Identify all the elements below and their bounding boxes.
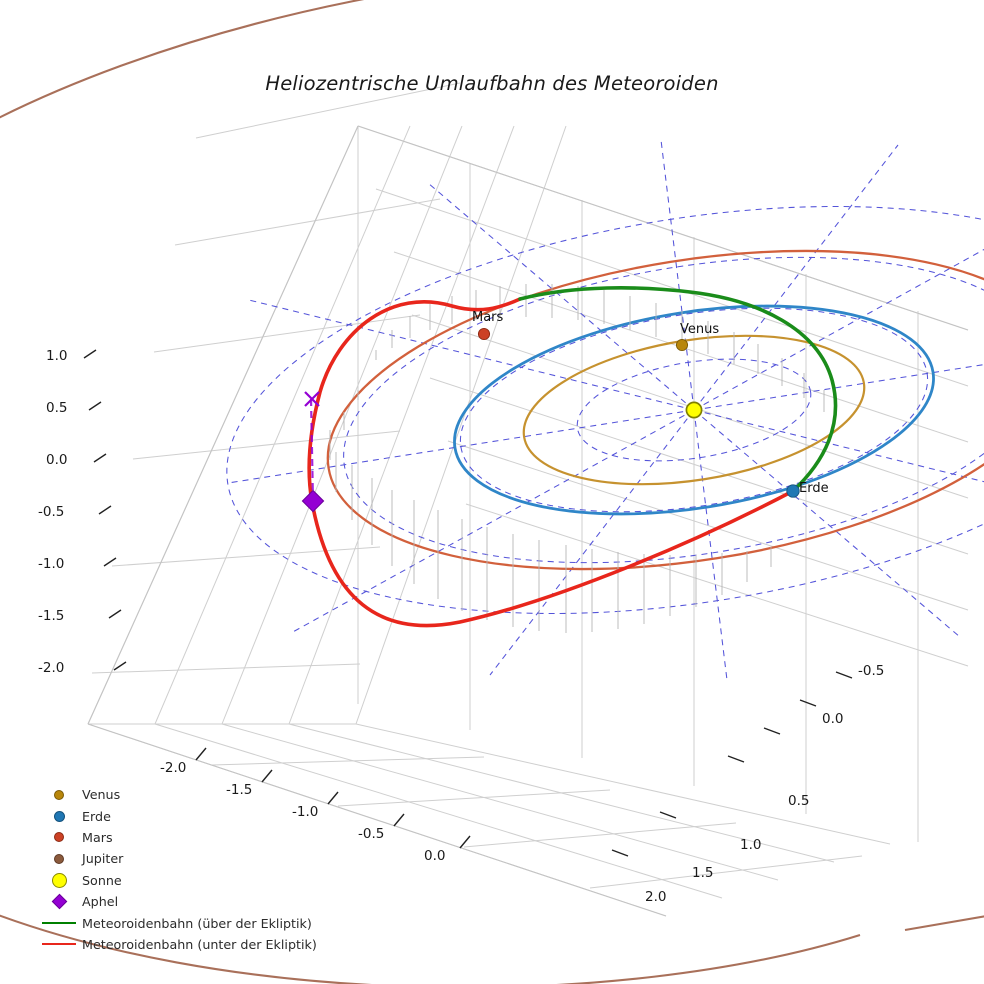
- x-axis-tick-0: -2.0: [160, 760, 187, 776]
- legend-item-meteoroidenbahn[interactable]: Meteoroidenbahn (über der Ekliptik): [36, 912, 317, 933]
- aphel-height-indicator: [304, 391, 320, 503]
- venus-marker: [675, 338, 689, 352]
- legend-item-sonne[interactable]: Sonne: [36, 870, 317, 891]
- legend-label: Erde: [82, 808, 111, 824]
- y-axis-tick-1: 0.0: [822, 711, 844, 727]
- legend-item-meteoroidenbahn[interactable]: Meteoroidenbahn (unter der Ekliptik): [36, 934, 317, 955]
- x-axis-tick-4: 0.0: [424, 848, 446, 864]
- x-axis-tick-3: -0.5: [358, 826, 385, 842]
- y-axis-tick-5: 2.0: [645, 889, 667, 905]
- z-axis-tick-5: -1.5: [38, 608, 65, 624]
- orbit-below-line-icon: [36, 943, 82, 946]
- meteoroid-orbit-above-ecliptic: [518, 286, 838, 493]
- y-axis-tick-3: 1.0: [740, 837, 762, 853]
- axis-ticks: [83, 349, 853, 857]
- legend-label: Sonne: [82, 872, 122, 888]
- z-axis-tick-2: 0.0: [46, 452, 68, 468]
- orbit-projection-stems: [329, 284, 825, 633]
- erde-orbit: [453, 304, 935, 516]
- sonne-marker-icon: [36, 872, 82, 888]
- body-markers: [301, 327, 800, 513]
- legend-label: Meteoroidenbahn (über der Ekliptik): [82, 915, 312, 931]
- venus-label: Venus: [680, 322, 720, 337]
- jupiter-marker-icon: [36, 853, 82, 864]
- aphel-marker: [301, 489, 325, 513]
- erde-marker: [786, 484, 800, 498]
- pane-left-wall: [87, 82, 567, 725]
- legend-item-mars[interactable]: Mars: [36, 827, 317, 848]
- legend-item-venus[interactable]: Venus: [36, 784, 317, 805]
- z-axis-tick-1: 0.5: [46, 400, 68, 416]
- legend-item-jupiter[interactable]: Jupiter: [36, 848, 317, 869]
- z-axis-tick-6: -2.0: [38, 660, 65, 676]
- legend-label: Venus: [82, 787, 121, 803]
- legend-label: Aphel: [82, 894, 119, 910]
- y-axis-tick-0: -0.5: [858, 663, 885, 679]
- legend: Venus Erde Mars Jupiter Sonne Aphel Meteoroide…: [36, 784, 317, 955]
- axes-panes: [87, 82, 969, 917]
- legend-item-aphel[interactable]: Aphel: [36, 891, 317, 912]
- venus-marker-icon: [36, 789, 82, 800]
- ecliptic-reference-grid: [226, 139, 984, 681]
- z-axis-tick-0: 1.0: [46, 348, 68, 364]
- y-axis-tick-4: 1.5: [692, 865, 714, 881]
- z-axis-tick-3: -0.5: [38, 504, 65, 520]
- mars-marker-icon: [36, 832, 82, 843]
- y-axis-tick-2: 0.5: [788, 793, 810, 809]
- orbit-above-line-icon: [36, 922, 82, 925]
- legend-label: Jupiter: [82, 851, 124, 867]
- pane-floor: [87, 723, 891, 917]
- page-title: Heliozentrische Umlaufbahn des Meteoroid…: [265, 72, 719, 95]
- x-axis-tick-1: -1.5: [226, 782, 253, 798]
- erde-marker-icon: [36, 810, 82, 822]
- mars-marker: [477, 327, 491, 341]
- z-axis-tick-4: -1.0: [38, 556, 65, 572]
- sonne-marker: [685, 401, 703, 419]
- mars-label: Mars: [472, 310, 504, 325]
- aphel-marker-icon: [36, 893, 82, 910]
- legend-item-erde[interactable]: Erde: [36, 805, 317, 826]
- legend-label: Mars: [82, 829, 113, 845]
- legend-label: Meteoroidenbahn (unter der Ekliptik): [82, 936, 317, 952]
- mars-orbit: [326, 249, 984, 571]
- x-axis-tick-2: -1.0: [292, 804, 319, 820]
- erde-label: Erde: [799, 481, 829, 496]
